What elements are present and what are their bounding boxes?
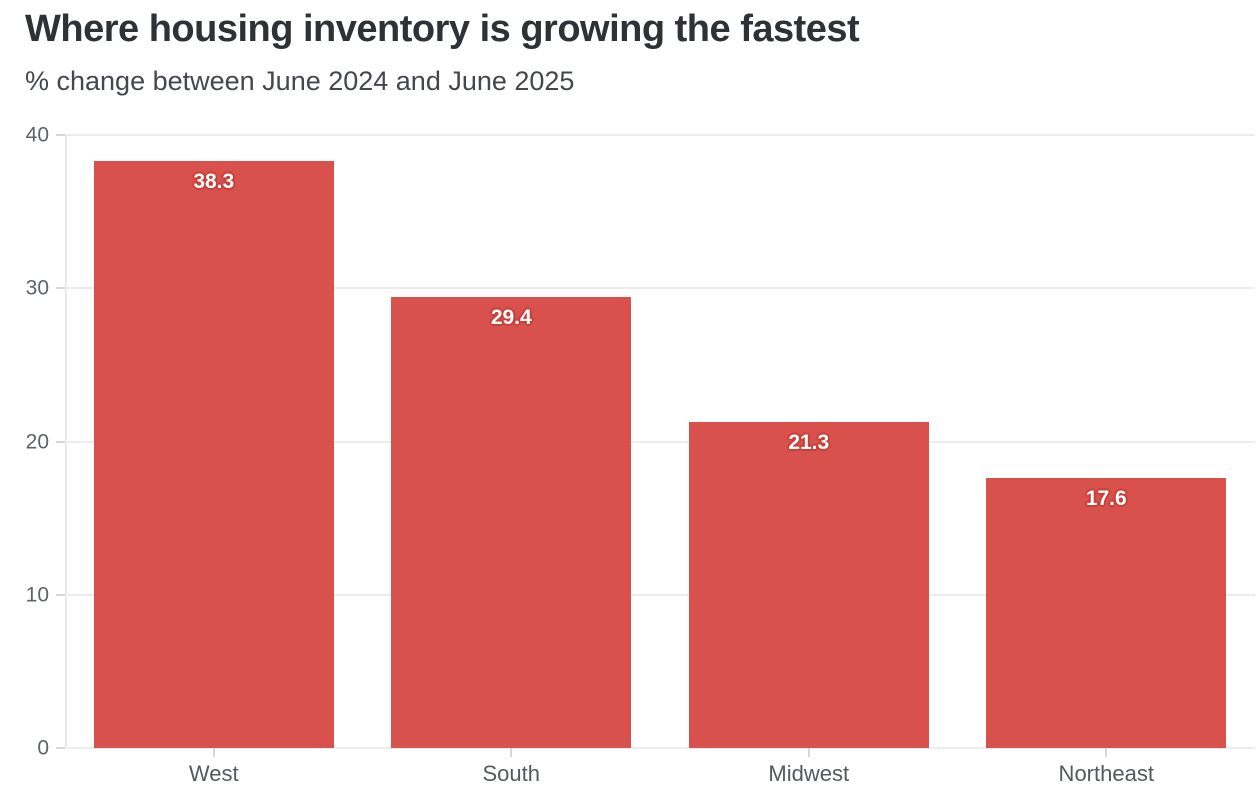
y-axis-tick-label: 30 <box>25 276 49 300</box>
y-axis-tick-label: 40 <box>25 123 49 147</box>
x-axis-tick <box>1105 748 1108 757</box>
gridline <box>65 287 1255 290</box>
y-axis-tick-label: 20 <box>25 430 49 453</box>
gridline <box>65 747 1255 749</box>
x-axis-category-label: Midwest <box>768 761 850 786</box>
y-axis-tick <box>56 747 65 749</box>
bar-value-label: 38.3 <box>193 170 235 194</box>
x-axis-category-label: South <box>482 761 541 786</box>
gridline <box>65 134 1255 136</box>
gridline <box>65 593 1255 596</box>
chart-subtitle: % change between June 2024 and June 2025 <box>25 66 575 96</box>
y-axis-tick <box>56 287 65 290</box>
chart-title: Where housing inventory is growing the f… <box>25 8 860 50</box>
bar-midwest: 21.3 <box>688 421 929 748</box>
bar-value-label: 17.6 <box>1085 487 1127 511</box>
bar-south: 29.4 <box>391 297 632 748</box>
y-axis-tick <box>56 593 65 596</box>
gridline <box>65 440 1255 443</box>
bar-value-label: 29.4 <box>490 306 532 330</box>
bar-value-label: 21.3 <box>788 430 830 454</box>
x-axis-tick <box>510 748 513 757</box>
x-axis-tick <box>807 748 810 757</box>
x-axis-category-label: West <box>188 761 239 786</box>
y-axis-tick <box>56 134 65 136</box>
y-axis-tick-label: 10 <box>25 583 49 607</box>
x-axis-category-label: Northeast <box>1058 761 1154 786</box>
x-axis-tick <box>212 748 215 757</box>
bar-west: 38.3 <box>93 161 334 748</box>
y-axis-tick-label: 0 <box>37 736 49 760</box>
plot-area: 0 10 20 30 40 38.3 West 29.4 South 21.3 Midwest 17.… <box>26 125 1255 786</box>
y-axis-tick <box>56 440 65 443</box>
bar-northeast: 17.6 <box>986 478 1227 748</box>
